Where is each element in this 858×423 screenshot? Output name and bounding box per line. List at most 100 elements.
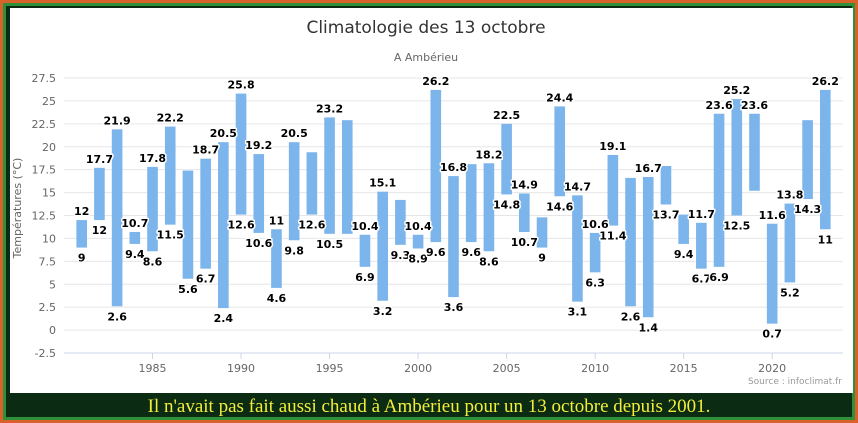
bar-1981[interactable] [76, 220, 88, 248]
max-label-1997: 10.4 [351, 220, 378, 233]
min-label-1992: 4.6 [267, 292, 287, 305]
max-label-1983: 21.9 [104, 114, 131, 127]
x-tick-label: 2010 [581, 362, 609, 375]
bar-2006[interactable] [519, 193, 530, 233]
max-label-2018: 25.2 [723, 84, 750, 97]
bar-2009[interactable] [572, 195, 583, 302]
bar-2013[interactable] [642, 177, 654, 318]
max-label-2021: 13.8 [776, 189, 803, 202]
data-labels: 12 9 17.7 12 21.9 2.6 10.7 9.4 17.8 8.6 22.2 11.5 5.… [73, 73, 841, 342]
min-label-1997: 6.9 [355, 271, 375, 284]
y-tick-label: 5 [49, 278, 56, 291]
bar-2012[interactable] [625, 177, 636, 307]
bar-2005[interactable] [501, 123, 512, 195]
max-label-1991: 19.2 [245, 139, 272, 152]
min-label-1994: 12.6 [298, 219, 325, 232]
min-label-2006: 10.7 [511, 236, 538, 249]
source-credit[interactable]: Source : infoclimat.fr [748, 377, 842, 387]
min-label-1982: 12 [92, 224, 107, 237]
min-label-1990: 12.6 [227, 219, 254, 232]
bar-1982[interactable] [94, 167, 105, 221]
bar-2003[interactable] [465, 164, 477, 243]
min-label-1999: 9.3 [391, 249, 411, 262]
y-tick-label: 7.5 [39, 255, 57, 268]
bar-2022[interactable] [802, 120, 813, 199]
bar-2023[interactable] [819, 89, 831, 230]
bar-2015[interactable] [678, 214, 689, 244]
bar-2007[interactable] [536, 217, 548, 248]
max-label-2009: 14.7 [564, 180, 591, 193]
bar-1990[interactable] [235, 93, 247, 215]
min-label-1984: 9.4 [125, 248, 145, 261]
min-label-2009: 3.1 [568, 306, 588, 319]
max-label-1995: 23.2 [316, 102, 343, 115]
bar-2001[interactable] [430, 89, 442, 243]
y-tick-label: 0 [49, 324, 56, 337]
bar-1999[interactable] [395, 199, 406, 245]
y-tick-label: 22.5 [32, 118, 57, 131]
bar-1993[interactable] [288, 142, 300, 241]
max-label-1985: 17.8 [139, 152, 166, 165]
bar-2010[interactable] [589, 232, 601, 273]
chart-title: Climatologie des 13 octobre [306, 18, 545, 38]
bar-2017[interactable] [713, 113, 725, 267]
x-tick-label: 1985 [139, 362, 167, 375]
min-label-2017: 6.9 [709, 271, 729, 284]
y-tick-label: 25 [42, 95, 56, 108]
min-label-1986: 11.5 [157, 229, 184, 242]
y-tick-label: 2.5 [39, 301, 57, 314]
bar-2000[interactable] [412, 234, 424, 249]
bar-2008[interactable] [554, 106, 566, 197]
bar-2020[interactable] [766, 223, 778, 324]
min-label-1995: 10.5 [316, 238, 343, 251]
min-label-1981: 9 [78, 252, 86, 265]
bar-2018[interactable] [731, 99, 743, 216]
min-label-2016: 6.7 [692, 273, 712, 286]
bar-1995[interactable] [324, 117, 335, 234]
bar-2011[interactable] [607, 155, 619, 226]
bar-1985[interactable] [147, 166, 158, 252]
max-label-2001: 26.2 [422, 75, 449, 88]
max-label-1993: 20.5 [281, 127, 308, 140]
x-tick-label: 2020 [758, 362, 786, 375]
bar-2021[interactable] [784, 203, 796, 283]
max-label-1981: 12 [74, 205, 89, 218]
min-label-2004: 8.6 [479, 255, 499, 268]
bar-1996[interactable] [341, 120, 353, 234]
bar-1998[interactable] [377, 191, 388, 301]
max-label-1990: 25.8 [227, 79, 254, 92]
max-label-2002: 16.8 [440, 161, 467, 174]
min-label-2022: 14.3 [794, 203, 821, 216]
bar-2019[interactable] [749, 113, 760, 191]
min-label-2023: 11 [818, 233, 833, 246]
min-label-1983: 2.6 [107, 310, 127, 323]
bar-1997[interactable] [359, 234, 371, 267]
max-label-1986: 22.2 [157, 112, 184, 125]
max-label-2004: 18.2 [475, 148, 502, 161]
min-label-2002: 3.6 [444, 301, 464, 314]
x-tick-label: 1990 [227, 362, 255, 375]
bar-1989[interactable] [218, 142, 229, 309]
bar-2002[interactable] [448, 176, 459, 298]
max-label-2010: 10.6 [582, 218, 609, 231]
bar-1994[interactable] [306, 152, 318, 215]
bar-2014[interactable] [660, 166, 672, 205]
max-label-1992: 11 [269, 214, 284, 227]
bar-1984[interactable] [129, 232, 141, 244]
min-label-2011: 11.4 [599, 230, 626, 243]
bar-2004[interactable] [483, 163, 495, 252]
bar-1986[interactable] [164, 126, 176, 225]
bar-1992[interactable] [271, 229, 282, 288]
min-label-2007: 9 [538, 252, 546, 265]
bars [76, 89, 831, 324]
max-label-2020: 11.6 [759, 209, 786, 222]
bar-1991[interactable] [253, 154, 265, 233]
min-label-1993: 9.8 [284, 244, 304, 257]
min-label-2013: 1.4 [639, 321, 659, 334]
bar-2016[interactable] [696, 222, 707, 269]
bar-1987[interactable] [182, 170, 194, 279]
max-label-1998: 15.1 [369, 177, 396, 190]
min-label-2010: 6.3 [585, 276, 605, 289]
bar-1983[interactable] [111, 129, 123, 307]
bar-1988[interactable] [200, 158, 211, 269]
